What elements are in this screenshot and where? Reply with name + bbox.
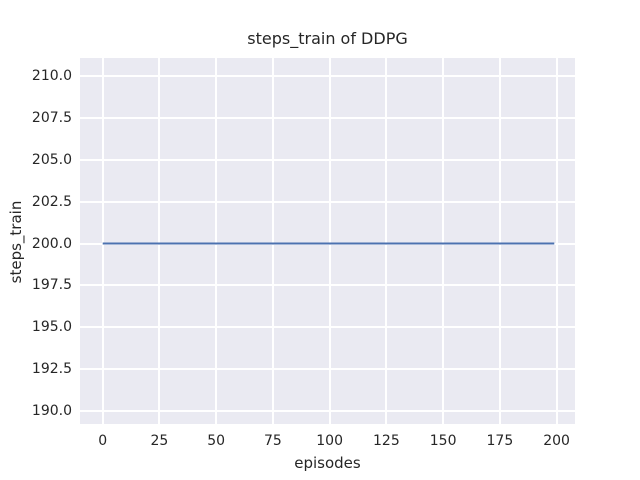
x-tick-label: 100 [316,433,344,449]
y-gridline [80,284,575,287]
x-tick-label: 50 [207,433,226,449]
x-tick-label: 200 [543,433,570,449]
x-axis-label: episodes [294,454,361,472]
plot-area [80,58,575,424]
x-gridline [442,58,445,424]
y-tick-label: 205.0 [31,151,72,168]
x-gridline [215,58,218,424]
y-tick-label: 195.0 [31,319,72,336]
y-gridline [80,200,575,203]
y-gridline [80,326,575,329]
y-tick-label: 192.5 [31,360,72,377]
y-gridline [80,75,575,78]
x-gridline [158,58,161,424]
series-line [102,242,555,245]
y-tick-label: 200.0 [31,235,72,252]
y-gridline [80,117,575,120]
x-gridline [328,58,331,424]
chart-title: steps_train of DDPG [247,29,408,48]
y-gridline [80,158,575,161]
y-tick-label: 210.0 [31,68,72,85]
x-tick-label: 125 [373,433,400,449]
y-gridline [80,409,575,412]
x-gridline [555,58,558,424]
x-tick-label: 0 [98,433,108,449]
x-gridline [385,58,388,424]
x-tick-label: 150 [429,433,457,449]
y-tick-label: 190.0 [31,402,72,419]
x-tick-label: 25 [150,433,169,449]
y-tick-label: 207.5 [31,110,72,127]
y-gridline [80,367,575,370]
y-tick-label: 202.5 [31,193,72,210]
y-tick-label: 197.5 [31,277,72,294]
x-gridline [498,58,501,424]
x-tick-label: 175 [486,433,514,449]
x-tick-label: 75 [263,433,282,449]
x-gridline [271,58,274,424]
x-gridline [101,58,104,424]
